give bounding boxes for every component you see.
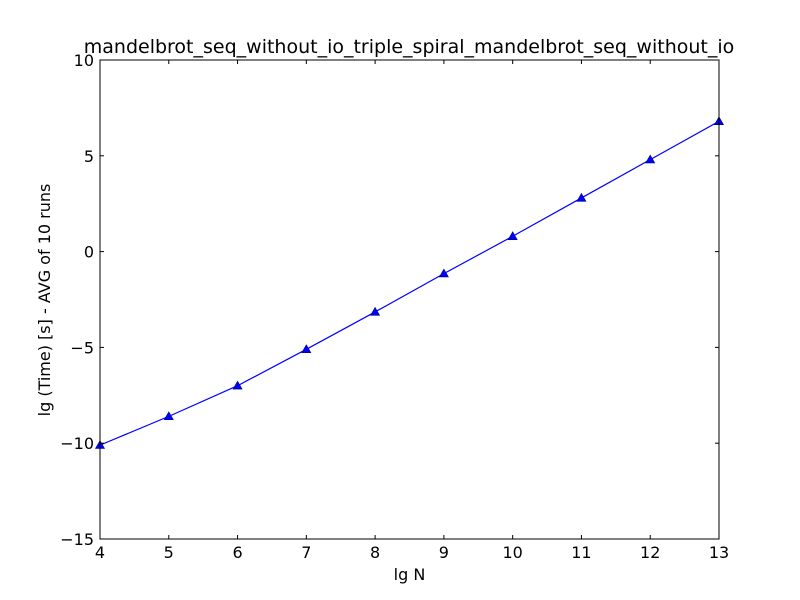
x-tick-label: 6 bbox=[232, 543, 242, 562]
x-tick-label: 11 bbox=[571, 543, 591, 562]
y-tick-label: 10 bbox=[74, 51, 94, 70]
x-tick-label: 10 bbox=[502, 543, 522, 562]
x-tick-label: 7 bbox=[301, 543, 311, 562]
x-tick-label: 5 bbox=[164, 543, 174, 562]
y-axis-label: lg (Time) [s] - AVG of 10 runs bbox=[35, 184, 54, 417]
x-axis-label: lg N bbox=[394, 565, 426, 584]
y-tick-label: −15 bbox=[60, 530, 94, 549]
y-tick-label: 5 bbox=[84, 147, 94, 166]
data-point-marker bbox=[438, 268, 449, 278]
data-point-marker bbox=[576, 192, 587, 202]
y-tick-label: −5 bbox=[70, 338, 94, 357]
x-tick-label: 13 bbox=[709, 543, 729, 562]
x-tick-label: 12 bbox=[640, 543, 660, 562]
data-point-marker bbox=[232, 380, 243, 390]
y-tick-label: −10 bbox=[60, 434, 94, 453]
data-point-marker bbox=[507, 231, 518, 240]
data-point-marker bbox=[163, 411, 174, 421]
data-point-marker bbox=[645, 154, 656, 164]
x-tick-label: 4 bbox=[95, 543, 105, 562]
x-tick-label: 9 bbox=[439, 543, 449, 562]
plot-frame bbox=[99, 59, 720, 540]
x-tick-label: 8 bbox=[370, 543, 380, 562]
chart-title: mandelbrot_seq_without_io_triple_spiral_… bbox=[84, 36, 735, 58]
axes-layer: 4 5 6 7 8 9 10 11 12 13 −15 −10 −5 0 5 10 bbox=[60, 51, 729, 562]
series-line bbox=[99, 120, 720, 446]
data-point-marker bbox=[370, 306, 381, 316]
data-point-marker bbox=[301, 344, 312, 353]
y-tick-label: 0 bbox=[84, 243, 94, 262]
series-layer bbox=[94, 116, 725, 449]
